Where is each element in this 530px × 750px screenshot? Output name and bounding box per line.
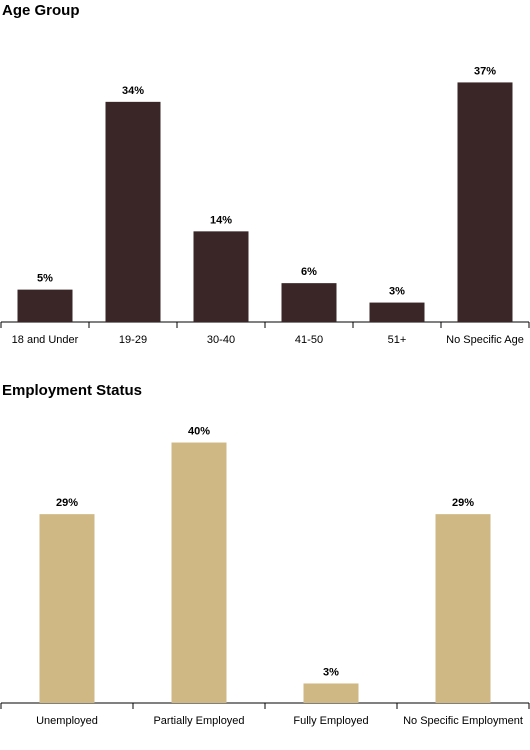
bar-value-label: 29%: [452, 497, 474, 509]
age-chart-title: Age Group: [2, 2, 80, 19]
bar-value-label: 37%: [474, 65, 496, 77]
bar-1: [17, 289, 73, 322]
category-label: Fully Employed: [293, 715, 368, 727]
category-label: 51+: [388, 334, 407, 346]
category-label: 18 and Under: [12, 334, 79, 346]
bar-3: [303, 683, 359, 703]
category-label: 41-50: [295, 334, 323, 346]
bar-value-label: 3%: [323, 666, 339, 678]
category-label: 30-40: [207, 334, 235, 346]
bar-value-label: 5%: [37, 273, 53, 285]
bar-value-label: 29%: [56, 497, 78, 509]
category-label: No Specific Age: [446, 334, 524, 346]
bar-4: [281, 283, 337, 322]
category-label: Partially Employed: [153, 715, 244, 727]
bar-5: [369, 302, 425, 322]
bar-value-label: 34%: [122, 85, 144, 97]
bar-value-label: 40%: [188, 426, 210, 438]
category-label: 19-29: [119, 334, 147, 346]
employment-chart-title: Employment Status: [2, 382, 143, 399]
bar-3: [193, 231, 249, 322]
bar-value-label: 6%: [301, 266, 317, 278]
bar-2: [105, 101, 161, 322]
category-label: Unemployed: [36, 715, 98, 727]
bar-1: [39, 514, 95, 703]
bar-4: [435, 514, 491, 703]
bar-2: [171, 442, 227, 703]
category-label: No Specific Employment: [403, 715, 523, 727]
bar-value-label: 3%: [389, 286, 405, 298]
age-group-chart: 5% 18 and Under 34% 19-29 14% 30-40 6% 41-50 3% 5…: [0, 65, 530, 346]
employment-status-chart: 29% Unemployed 40% Partially Employed 3% Full…: [0, 426, 530, 727]
bar-value-label: 14%: [210, 214, 232, 226]
bar-6: [457, 82, 513, 322]
